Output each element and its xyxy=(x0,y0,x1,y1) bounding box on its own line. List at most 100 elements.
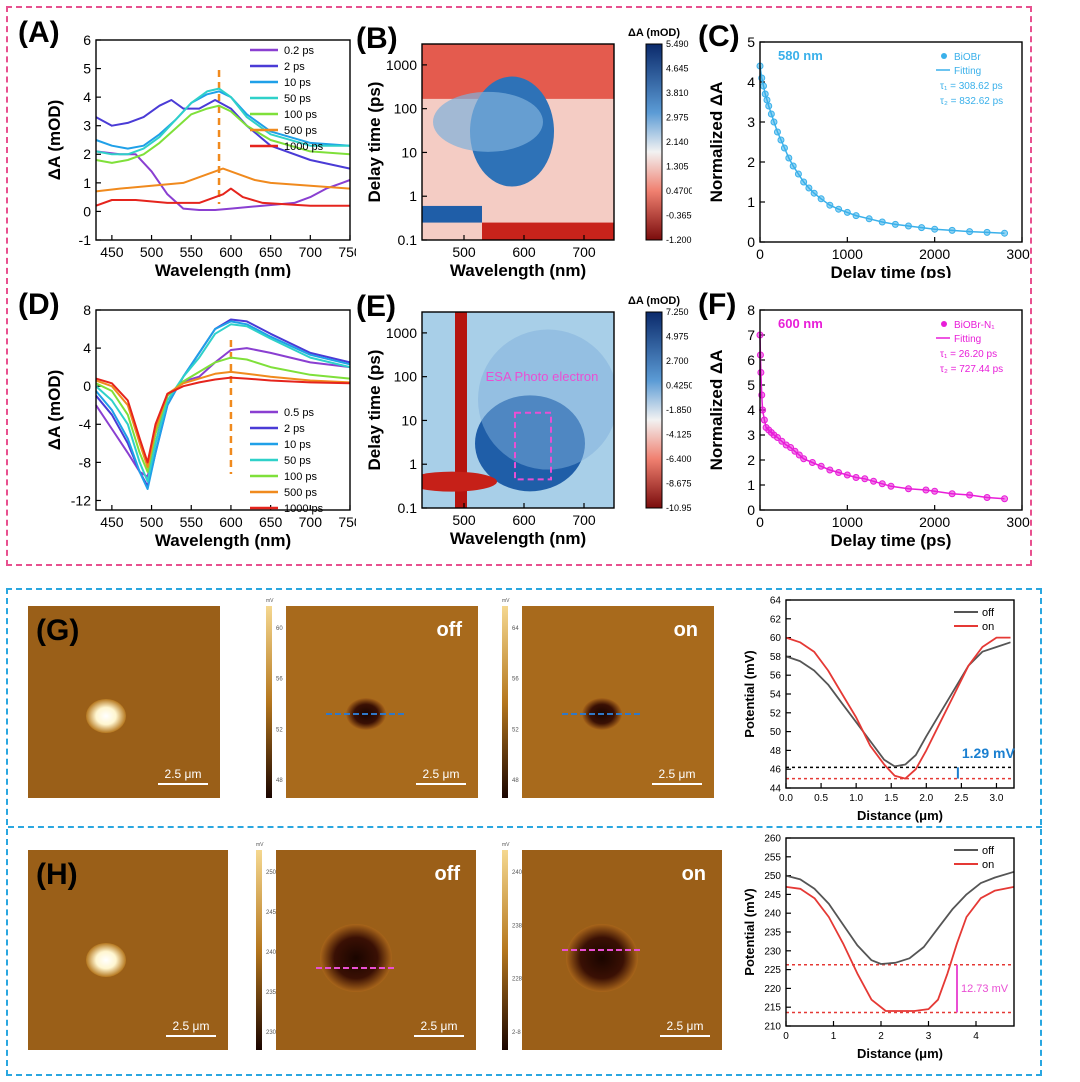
x-tick-label: 550 xyxy=(180,514,204,530)
data-point xyxy=(794,170,802,178)
panel-letter: (E) xyxy=(356,290,396,323)
data-point xyxy=(777,136,785,144)
on-label: on xyxy=(674,619,698,641)
data-point xyxy=(865,215,873,223)
x-tick-label: 3.0 xyxy=(990,793,1004,804)
legend-label: 1000 ps xyxy=(284,503,324,515)
fit-curve xyxy=(759,334,1005,500)
x-tick-label: 600 xyxy=(219,244,243,260)
data-point xyxy=(843,208,851,216)
x-tick-label: 500 xyxy=(140,244,164,260)
panel-letter: (G) xyxy=(36,614,79,647)
afm-colorbar-unit: mV xyxy=(266,598,274,604)
y-tick-label: -4 xyxy=(79,416,92,432)
y-tick-label: 255 xyxy=(764,852,781,863)
x-tick-label: 2 xyxy=(878,1031,884,1042)
legend-label: 50 ps xyxy=(284,93,311,105)
plot-frame xyxy=(421,43,615,241)
data-point xyxy=(948,226,956,234)
colorbar-tick-label: 0.4250 xyxy=(666,381,692,391)
data-point xyxy=(770,118,778,126)
x-tick-label: 2000 xyxy=(919,514,950,530)
data-point xyxy=(891,220,899,228)
data-point xyxy=(787,444,795,451)
colorbar-tick-label: 2.700 xyxy=(666,356,689,366)
afm-image xyxy=(28,850,228,1050)
data-point xyxy=(805,184,813,192)
data-point xyxy=(870,477,878,485)
afm-colorbar-tick: 52 xyxy=(276,727,283,733)
y-tick-label: 3 xyxy=(747,114,755,130)
afm-dark-pit xyxy=(566,924,638,992)
x-tick-label: 1 xyxy=(831,1031,837,1042)
y-tick-label: 230 xyxy=(764,946,781,957)
series-line xyxy=(785,870,1015,965)
data-point xyxy=(817,462,825,470)
panel-letter: (H) xyxy=(36,858,78,891)
data-point xyxy=(835,469,843,476)
tau1-label: τ₁ = 308.62 ps xyxy=(940,81,1003,92)
legend-label: on xyxy=(982,621,994,633)
chart-g-profile: 0.0 0.5 1.0 1.5 2.0 2.5 3.0 44 46 48 50 52 54 56 58 60 6… xyxy=(742,596,1015,824)
colorbar-tick-label: -0.3650 xyxy=(666,211,692,221)
data-point xyxy=(800,178,808,186)
legend-label: 500 ps xyxy=(284,487,318,499)
series-line xyxy=(95,87,350,156)
afm-colorbar-unit: mV xyxy=(256,842,264,848)
y-tick-label: 1 xyxy=(409,456,417,472)
scale-bar-label: 2.5 μm xyxy=(165,767,202,781)
y-axis-label: Potential (mV) xyxy=(742,888,757,975)
x-tick-label: 700 xyxy=(299,514,323,530)
y-tick-label: 7 xyxy=(747,327,755,343)
data-point xyxy=(966,228,974,236)
wavelength-annotation: 600 nm xyxy=(778,316,823,331)
series-line xyxy=(95,370,351,469)
colorbar-tick-label: 2.140 xyxy=(666,137,689,147)
y-tick-label: 1 xyxy=(83,175,91,191)
x-tick-label: 4 xyxy=(973,1031,979,1042)
plot-frame xyxy=(421,311,615,509)
chart-a: 450 500 550 600 650 700 750 -1 0 1 2 3 4 5 6 Wavelength… xyxy=(18,16,356,278)
x-tick-label: 500 xyxy=(140,514,164,530)
scale-bar-label: 2.5 μm xyxy=(421,1019,458,1033)
data-point xyxy=(904,222,912,230)
y-tick-label: 1000 xyxy=(386,57,417,73)
x-tick-label: 1.5 xyxy=(884,793,898,804)
y-tick-label: 6 xyxy=(83,32,91,48)
y-tick-label: 1 xyxy=(409,188,417,204)
afm-colorbar-tick: 56 xyxy=(276,677,283,683)
colorbar-tick-label: -6.400 xyxy=(666,454,692,464)
data-point xyxy=(931,225,939,233)
legend-label: BiOBr xyxy=(954,52,981,63)
x-tick-label: 2000 xyxy=(919,246,950,262)
data-point xyxy=(983,228,991,236)
series-line xyxy=(95,150,351,211)
x-tick-label: 700 xyxy=(299,244,323,260)
series-line xyxy=(95,356,351,473)
afm-image xyxy=(522,606,714,798)
heatmap-bottom-red xyxy=(482,222,614,240)
y-tick-label: 260 xyxy=(764,834,781,845)
y-tick-label: 10 xyxy=(401,412,417,428)
y-tick-label: 0 xyxy=(747,234,755,250)
y-axis-label: ΔA (mOD) xyxy=(45,100,64,181)
data-point xyxy=(918,224,926,232)
panel-letter: (D) xyxy=(18,288,60,321)
bottom-panel-frame xyxy=(6,588,1042,1076)
tau2-label: τ₂ = 727.44 ps xyxy=(940,364,1003,375)
x-tick-label: 2.5 xyxy=(954,793,968,804)
data-point xyxy=(1001,229,1009,237)
afm-bright-particle xyxy=(86,699,126,733)
data-point xyxy=(808,459,816,466)
y-tick-label: 58 xyxy=(770,652,782,663)
afm-colorbar-tick: 52 xyxy=(512,727,519,733)
data-point xyxy=(878,480,886,488)
series-line xyxy=(95,99,351,170)
x-tick-label: 3 xyxy=(926,1031,932,1042)
y-tick-label: 0 xyxy=(83,203,91,219)
colorbar-tick-label: 0.4700 xyxy=(666,186,692,196)
y-tick-label: 210 xyxy=(764,1022,781,1033)
afm-colorbar-tick: 230 xyxy=(266,1030,277,1036)
x-tick-label: 1.0 xyxy=(849,793,863,804)
heatmap-blue-band xyxy=(422,205,482,223)
